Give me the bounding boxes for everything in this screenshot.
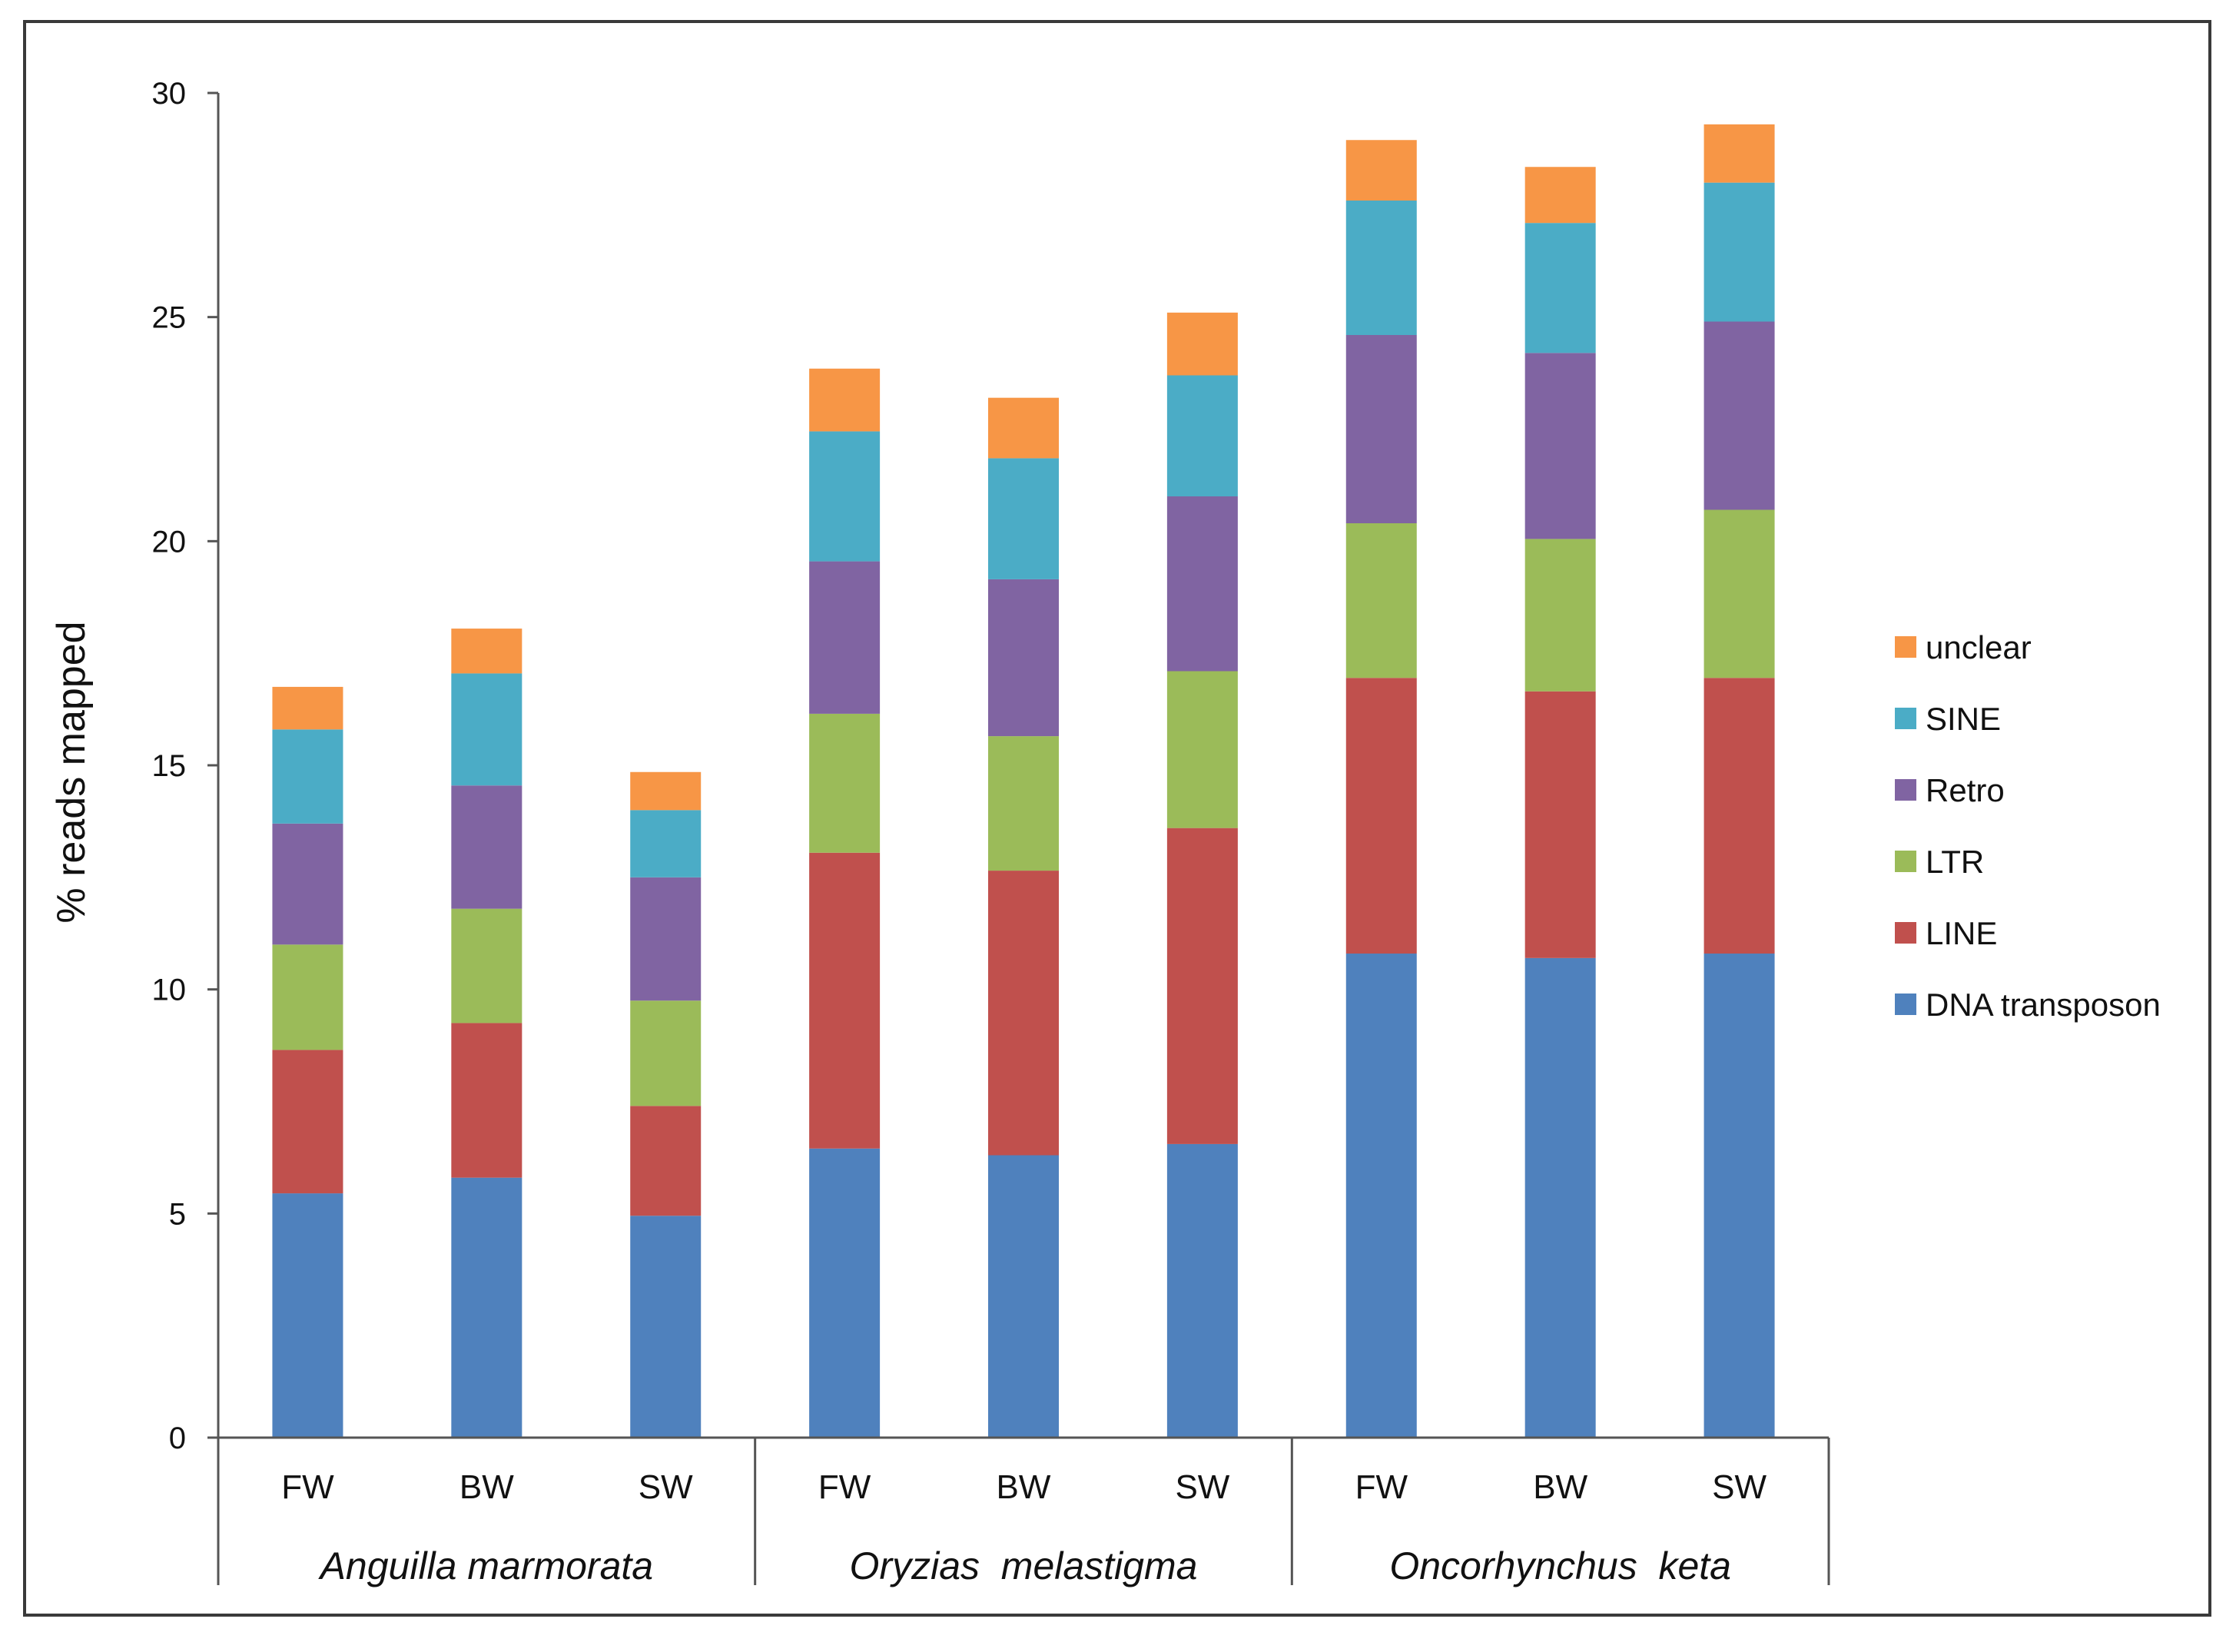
y-tick-label: 20 <box>152 525 187 559</box>
legend: unclear SINE Retro LTR LINE DNA transposon <box>1895 629 2161 1023</box>
bar-segment-ltr-4 <box>809 713 881 853</box>
bar-segment-line-7 <box>1345 678 1417 954</box>
bar-segment-line-3 <box>630 1106 702 1216</box>
bar-segment-sine-9 <box>1704 182 1775 322</box>
y-tick-label: 5 <box>169 1197 186 1231</box>
bar-segment-sine-1 <box>272 729 343 824</box>
bar-segment-unclear-5 <box>988 397 1059 459</box>
bar-segment-line-6 <box>1166 828 1238 1144</box>
bar-segment-dna-transposon-6 <box>1166 1143 1238 1438</box>
legend-label-line: LINE <box>1926 915 1997 951</box>
bar-segment-retro-7 <box>1345 335 1417 523</box>
bar-segment-retro-9 <box>1704 321 1775 510</box>
bar-segment-unclear-7 <box>1345 140 1417 201</box>
bar-segment-retro-5 <box>988 579 1059 737</box>
bar-segment-ltr-6 <box>1166 671 1238 828</box>
x-tick-label: FW <box>1355 1468 1408 1506</box>
x-tick-label: SW <box>1175 1468 1229 1506</box>
bar-segment-dna-transposon-7 <box>1345 954 1417 1438</box>
bar-segment-sine-4 <box>809 431 881 562</box>
bar-segment-line-9 <box>1704 678 1775 954</box>
bar-segment-line-1 <box>272 1050 343 1194</box>
legend-swatch-line <box>1895 922 1916 944</box>
y-tick-label: 0 <box>169 1421 186 1455</box>
legend-swatch-ltr <box>1895 851 1916 872</box>
group-label: Oncorhynchus keta <box>1389 1544 1731 1587</box>
bar-segment-unclear-3 <box>630 771 702 811</box>
bar-segment-unclear-1 <box>272 686 343 730</box>
y-tick-label: 30 <box>152 77 187 111</box>
y-axis-label: % reads mapped <box>49 621 94 923</box>
bar-segment-sine-6 <box>1166 375 1238 496</box>
bar-segment-unclear-8 <box>1524 167 1596 224</box>
bar-segment-ltr-9 <box>1704 509 1775 678</box>
bar-segment-dna-transposon-2 <box>451 1177 523 1438</box>
x-tick-label: FW <box>818 1468 871 1506</box>
bar-segment-dna-transposon-1 <box>272 1193 343 1438</box>
bar-segment-line-5 <box>988 871 1059 1156</box>
group-label: Oryzias melastigma <box>850 1544 1198 1587</box>
bar-segment-sine-3 <box>630 810 702 877</box>
bar-segment-line-2 <box>451 1023 523 1178</box>
bar-segment-ltr-2 <box>451 908 523 1023</box>
x-tick-label: FW <box>281 1468 334 1506</box>
bar-segment-unclear-9 <box>1704 124 1775 183</box>
bar-segment-ltr-3 <box>630 1000 702 1106</box>
axes-layer: 0 5 10 15 20 25 30 FW BW SW FW BW SW FW BW SW Anguilla m… <box>152 77 1830 1587</box>
x-tick-label: BW <box>1533 1468 1587 1506</box>
bar-segment-dna-transposon-3 <box>630 1216 702 1438</box>
chart-frame <box>23 20 2211 1617</box>
legend-label-dna-transposon: DNA transposon <box>1926 987 2161 1023</box>
x-tick-label: SW <box>639 1468 693 1506</box>
bar-segment-line-4 <box>809 852 881 1149</box>
bar-segment-retro-3 <box>630 877 702 1001</box>
bar-segment-unclear-4 <box>809 368 881 432</box>
legend-swatch-sine <box>1895 708 1916 729</box>
bars-layer <box>272 124 1775 1438</box>
bar-segment-sine-8 <box>1524 223 1596 353</box>
bar-segment-retro-4 <box>809 561 881 714</box>
bar-segment-dna-transposon-9 <box>1704 954 1775 1438</box>
x-tick-label: SW <box>1712 1468 1767 1506</box>
bar-segment-ltr-8 <box>1524 539 1596 692</box>
bar-segment-ltr-7 <box>1345 523 1417 678</box>
bar-segment-sine-2 <box>451 673 523 786</box>
bar-segment-retro-2 <box>451 785 523 909</box>
bar-segment-dna-transposon-4 <box>809 1148 881 1438</box>
legend-label-ltr: LTR <box>1926 844 1984 880</box>
bar-segment-ltr-1 <box>272 944 343 1050</box>
legend-label-sine: SINE <box>1926 701 2001 737</box>
legend-label-retro: Retro <box>1926 772 2005 808</box>
y-tick-label: 15 <box>152 749 187 783</box>
bar-segment-retro-6 <box>1166 496 1238 672</box>
bar-segment-ltr-5 <box>988 736 1059 871</box>
bar-segment-unclear-2 <box>451 629 523 674</box>
y-tick-label: 25 <box>152 301 187 335</box>
bar-segment-sine-5 <box>988 458 1059 579</box>
bar-segment-sine-7 <box>1345 201 1417 335</box>
x-tick-label: BW <box>459 1468 514 1506</box>
bar-segment-dna-transposon-8 <box>1524 957 1596 1438</box>
legend-label-unclear: unclear <box>1926 629 2032 665</box>
bar-segment-unclear-6 <box>1166 312 1238 376</box>
bar-segment-retro-1 <box>272 823 343 945</box>
legend-swatch-dna-transposon <box>1895 994 1916 1015</box>
group-label: Anguilla marmorata <box>318 1544 654 1587</box>
bar-segment-line-8 <box>1524 691 1596 958</box>
bar-segment-retro-8 <box>1524 353 1596 539</box>
x-tick-label: BW <box>997 1468 1051 1506</box>
y-tick-label: 10 <box>152 974 187 1007</box>
legend-swatch-retro <box>1895 779 1916 801</box>
bar-segment-dna-transposon-5 <box>988 1155 1059 1438</box>
legend-swatch-unclear <box>1895 636 1916 658</box>
